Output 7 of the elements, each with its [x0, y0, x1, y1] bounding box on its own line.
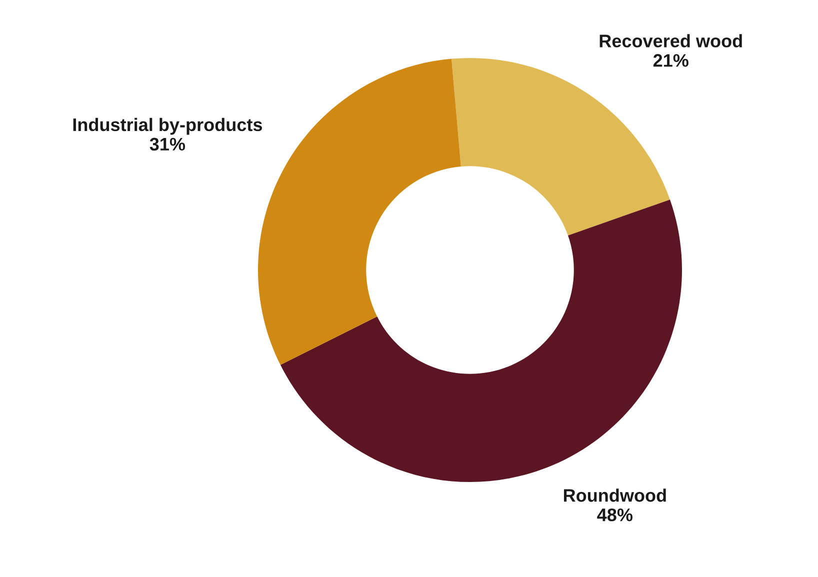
- slice-label: Recovered wood: [600, 34, 742, 48]
- donut-slice: [280, 200, 682, 482]
- data-label: 48%: [597, 508, 633, 522]
- data-label: 21%: [653, 54, 688, 67]
- data-label: 31%: [150, 138, 186, 151]
- slice-label: Industrial by-products: [73, 118, 262, 135]
- slice-label: Roundwood: [564, 488, 666, 502]
